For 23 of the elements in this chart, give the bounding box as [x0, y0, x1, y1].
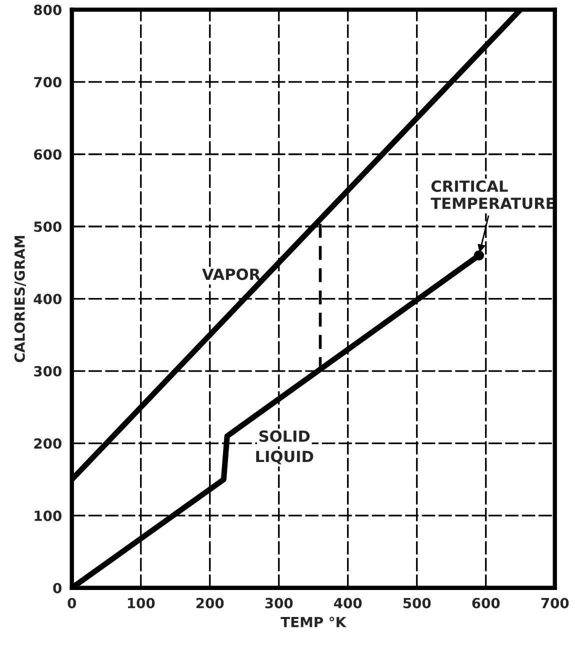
x-tick-label: 300 [265, 598, 293, 608]
y-axis-title: CALORIES/GRAM [14, 236, 26, 362]
x-tick-label: 200 [196, 598, 224, 608]
annotation: SOLID [259, 430, 310, 442]
y-tick-label: 100 [34, 510, 62, 522]
annotation: LIQUID [256, 450, 314, 464]
x-tick-label: 500 [403, 598, 431, 608]
y-tick-label: 600 [34, 149, 62, 160]
annotation: VAPOR [202, 268, 260, 280]
y-tick-label: 0 [53, 582, 62, 594]
x-tick-label: 0 [68, 598, 76, 608]
y-tick-label: 200 [34, 438, 62, 449]
x-tick-label: 100 [128, 598, 155, 608]
y-tick-label: 800 [34, 4, 62, 16]
x-axis-title: TEMP °K [280, 616, 347, 628]
y-tick-label: 700 [34, 76, 62, 88]
annotation: CRITICAL TEMPERATURE [430, 180, 555, 210]
x-tick-label: 700 [541, 598, 569, 608]
y-tick-label: 300 [34, 366, 62, 377]
x-tick-label: 600 [472, 598, 500, 608]
x-tick-label: 400 [334, 598, 362, 608]
y-tick-label: 400 [34, 294, 62, 304]
y-tick-label: 500 [34, 221, 62, 232]
